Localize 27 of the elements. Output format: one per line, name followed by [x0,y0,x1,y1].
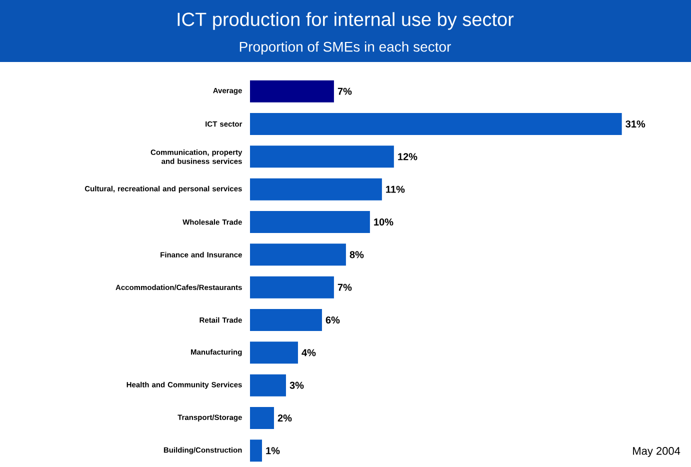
bar [250,211,370,234]
data-label: 8% [350,251,364,258]
data-label: 7% [338,88,352,95]
bar [250,113,622,136]
data-label: 6% [326,316,340,324]
data-label: 3% [290,382,304,389]
text: May 2004 [633,447,680,457]
chart-subtitle: Proportion of SMEs in each sector [240,41,451,55]
bar [250,374,286,396]
bar [250,342,298,364]
data-label: 31% [626,120,646,128]
bar [250,440,262,462]
bar [250,276,334,298]
data-label: 7% [338,284,352,291]
bar [250,309,322,332]
bar [250,80,334,102]
data-label: 12% [398,153,418,160]
bar [250,407,274,430]
data-label: 1% [266,447,280,454]
data-label: 11% [386,186,405,193]
data-label: 4% [302,349,316,356]
data-label: 10% [374,218,394,226]
bar [250,178,382,200]
data-label: 2% [278,414,292,422]
bar [250,244,346,266]
bar [250,146,394,168]
chart-title: ICT production for internal use by sector [178,12,514,30]
